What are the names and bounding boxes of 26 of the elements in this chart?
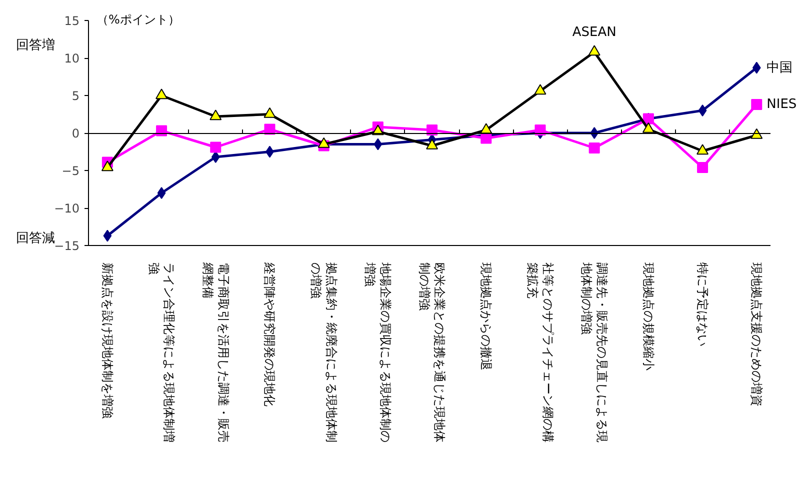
x-tick-label: 社等とのサプライチェーン網の構築拡充 (526, 262, 555, 442)
x-tick-label: ライン合理化等による現地体制増強 (146, 262, 176, 442)
series-label: NIES (766, 97, 797, 112)
x-tick-label: 特に予定はない (696, 262, 710, 346)
series-label: 中国 (766, 60, 793, 76)
x-tick-label: 欧米企業との提携を通じた現地体制の増強 (417, 262, 447, 442)
series-label: ASEAN (572, 25, 616, 40)
y-tick-label: 10 (64, 52, 80, 66)
y-tick-label: 5 (72, 89, 80, 103)
x-tick-label: 電子商取引を活用した調達・販売網整備 (200, 262, 230, 442)
text: 回答増 (16, 37, 55, 53)
y-tick-label: −5 (62, 164, 80, 178)
x-tick-label: 新拠点を設け現地体制を増強 (100, 262, 114, 418)
x-tick-label: 調達先・販売先の見直しによる現地体制の増強 (580, 262, 610, 442)
x-tick-label: 現地拠点の規模縮小 (641, 262, 656, 370)
y-tick-label: −15 (54, 239, 80, 253)
x-tick-label: 現地拠点からの撤退 (479, 262, 494, 370)
x-tick-label: 地場企業の買収による現地体制の増強 (363, 262, 393, 442)
x-tick-label: 経営陣や研究開発の現地化 (262, 262, 277, 406)
y-tick-label: −10 (54, 202, 80, 216)
y-tick-label: 0 (72, 126, 80, 140)
x-tick-label: 拠点集約・統廃合による現地体制の増強 (309, 262, 339, 442)
y-tick-label: 15 (64, 14, 80, 28)
text: 回答減 (16, 231, 55, 246)
annotation: （%ポイント） (96, 12, 180, 26)
x-tick-label: 現地拠点支援のための増資 (750, 262, 764, 406)
